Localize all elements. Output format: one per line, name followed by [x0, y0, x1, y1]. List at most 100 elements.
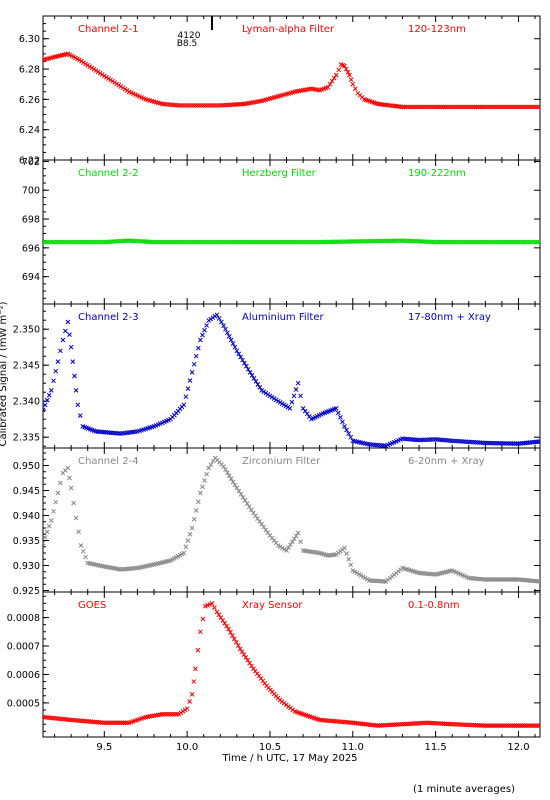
data-point — [441, 104, 446, 110]
data-point — [344, 427, 349, 433]
data-point — [348, 434, 354, 440]
panel-5: 0.0005 0.0006 0.0007 0.0008 GOES Xray Sensor 0… — [7, 591, 541, 738]
data-point — [200, 616, 206, 622]
data-point — [506, 577, 512, 582]
data-point — [76, 529, 81, 535]
data-point — [108, 77, 113, 83]
data-point — [456, 104, 462, 110]
data-point — [43, 402, 48, 408]
data-point — [226, 473, 232, 479]
y-tick-label: 6.22 — [19, 156, 40, 167]
y-axis-label: Calibrated Signal / (mW m⁻²) — [0, 301, 9, 446]
event-marker: 4120 B8.5 — [177, 16, 213, 49]
data-point — [336, 67, 342, 73]
data-point — [257, 385, 263, 390]
data-point — [289, 539, 295, 545]
footnote: (1 minute averages) — [413, 784, 515, 795]
data-point — [521, 723, 527, 728]
data-point — [508, 723, 514, 728]
data-point — [237, 646, 243, 652]
data-point — [238, 491, 244, 497]
data-point — [482, 577, 488, 582]
panel-frame — [42, 159, 541, 305]
data-point — [200, 332, 205, 338]
data-point — [500, 723, 506, 728]
y-tick-label: 6.30 — [19, 34, 40, 45]
data-point — [474, 104, 479, 110]
data-point — [222, 620, 228, 626]
data-point — [187, 699, 192, 704]
panel-frame — [42, 303, 541, 449]
data-point — [490, 577, 496, 582]
panel-4: 0.925 0.930 0.935 0.940 0.945 0.950 Channel 2-… — [13, 447, 541, 597]
data-point — [44, 397, 50, 403]
data-point — [219, 319, 224, 325]
data-point — [232, 482, 238, 488]
panel-label: Channel 2-1 — [78, 24, 139, 35]
data-point — [119, 720, 124, 726]
series-5 — [43, 601, 540, 728]
data-point — [223, 467, 228, 472]
data-point — [425, 104, 431, 110]
data-point — [104, 74, 109, 80]
data-point — [502, 723, 508, 728]
y-tick-label: 0.0005 — [7, 698, 40, 709]
data-point — [97, 70, 103, 76]
y-tick-label: 0.940 — [13, 511, 40, 522]
data-point — [286, 545, 291, 550]
data-point — [433, 104, 438, 110]
data-point — [65, 319, 71, 325]
data-point — [342, 424, 347, 429]
data-point — [510, 577, 515, 582]
data-point — [230, 479, 236, 485]
panel-label: Channel 2-3 — [78, 312, 139, 323]
data-point — [105, 720, 111, 726]
data-point — [81, 60, 86, 65]
data-point — [261, 389, 267, 395]
data-point — [249, 373, 255, 378]
data-point — [245, 657, 251, 663]
data-point — [118, 84, 124, 89]
data-point — [529, 723, 535, 728]
x-tick-label: 10.0 — [176, 742, 198, 753]
data-point — [404, 104, 409, 110]
data-point — [535, 723, 540, 728]
y-tick-label: 0.945 — [13, 486, 40, 497]
data-point — [55, 490, 61, 496]
data-point — [488, 723, 494, 728]
data-point — [446, 104, 452, 110]
event-marker-label-bottom: B8.5 — [177, 39, 198, 49]
data-point — [537, 579, 540, 584]
data-point — [327, 81, 333, 87]
event-marker-label-top: 4120 — [178, 31, 201, 41]
data-point — [494, 723, 500, 728]
data-point — [111, 720, 117, 726]
data-point — [295, 530, 301, 536]
data-point — [189, 691, 195, 697]
data-point — [121, 720, 126, 726]
data-point — [85, 62, 91, 68]
y-tick-label: 0.950 — [13, 461, 40, 472]
x-tick-label: 11.5 — [424, 742, 446, 753]
data-point — [191, 679, 197, 684]
data-point — [411, 104, 417, 110]
data-point — [202, 327, 207, 333]
data-point — [79, 58, 84, 64]
series-3 — [43, 312, 540, 448]
data-point — [335, 410, 341, 416]
data-point — [48, 388, 54, 393]
data-point — [485, 104, 491, 110]
data-point — [273, 397, 279, 403]
data-point — [263, 527, 269, 533]
data-point — [498, 577, 504, 582]
data-point — [265, 392, 271, 397]
data-point — [493, 104, 499, 110]
data-point — [73, 388, 79, 393]
data-point — [226, 626, 231, 632]
data-point — [466, 104, 472, 110]
data-point — [497, 104, 503, 110]
data-point — [241, 652, 247, 657]
data-point — [478, 104, 483, 110]
data-point — [488, 577, 494, 582]
